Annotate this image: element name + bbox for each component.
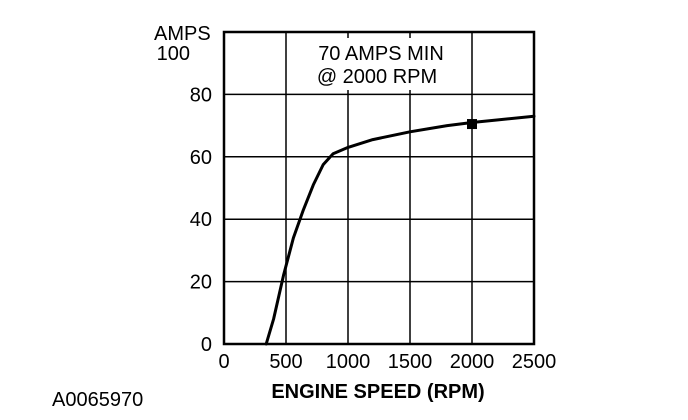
y-axis-label: AMPS — [154, 23, 211, 45]
x-tick-label: 500 — [269, 351, 302, 373]
annotation-line-2: @ 2000 RPM — [317, 66, 437, 88]
data-marker — [467, 119, 477, 130]
x-tick-label: 1500 — [388, 351, 433, 373]
y-tick-label: 20 — [190, 272, 212, 294]
y-tick-label: 0 — [201, 334, 212, 356]
x-tick-label: 2000 — [450, 351, 495, 373]
y-tick-label: 40 — [190, 209, 212, 231]
x-tick-label: 2500 — [512, 351, 557, 373]
y-tick-label: 100 — [157, 43, 190, 65]
annotation-box — [298, 38, 464, 90]
annotation-line-1: 70 AMPS MIN — [318, 43, 444, 65]
series-line — [264, 114, 536, 346]
y-tick-label: 60 — [190, 147, 212, 169]
plot-frame — [222, 30, 536, 346]
y-tick-label: 80 — [190, 84, 212, 106]
x-tick-label: 1000 — [326, 351, 371, 373]
x-tick-label: 0 — [218, 351, 229, 373]
x-axis-label: ENGINE SPEED (RPM) — [271, 381, 484, 403]
figure-id: A0065970 — [52, 389, 143, 411]
